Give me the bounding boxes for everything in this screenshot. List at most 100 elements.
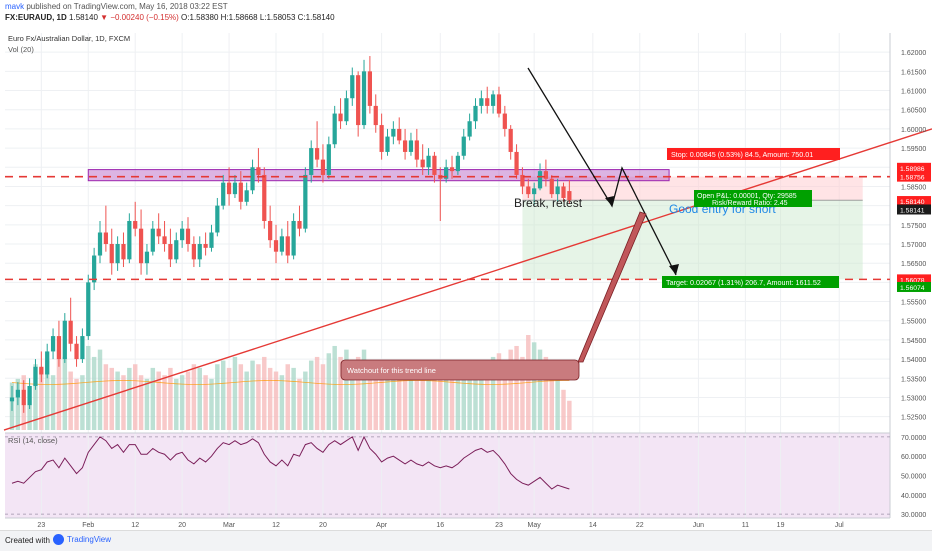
price-tick-label: 1.62000 — [901, 50, 926, 57]
footer: Created with TradingView — [0, 530, 932, 551]
candle-body — [408, 140, 414, 152]
time-tick-label: Jul — [835, 522, 844, 529]
price-tick-label: 1.61000 — [901, 89, 926, 96]
volume-bar — [438, 367, 443, 430]
arrow-drawings: Watchout for this trend line — [340, 67, 679, 381]
rsi-tick-label: 70.0000 — [901, 435, 926, 442]
candle-body — [109, 244, 114, 264]
stop-label-box — [667, 148, 840, 160]
volume-bar — [44, 360, 50, 430]
candle-body — [45, 351, 50, 375]
tradingview-logo-icon — [53, 534, 64, 545]
candle-body — [402, 140, 408, 152]
candle-body — [526, 186, 531, 195]
time-tick-label: Jun — [693, 522, 704, 529]
candle-body — [39, 366, 44, 375]
volume-bar — [39, 367, 44, 430]
time-tick-label: 19 — [777, 522, 785, 529]
candle-body — [215, 205, 220, 233]
price-chart[interactable]: Watchout for this trend line Break, retes… — [0, 30, 932, 530]
volume-bar — [355, 356, 361, 430]
candle-body — [426, 155, 431, 168]
candle-body — [567, 191, 572, 201]
open-pl-label-box — [694, 190, 812, 207]
watchout-callout-box — [340, 359, 580, 381]
candle-body — [432, 155, 437, 175]
candle-body — [555, 186, 560, 195]
rsi-indicator-label: RSI (14, close) — [8, 436, 58, 445]
target-label-box — [662, 276, 839, 288]
volume-bar — [320, 364, 326, 430]
volume-bar — [273, 371, 279, 430]
candle-body — [455, 155, 461, 172]
author-link[interactable]: mavk — [5, 2, 25, 11]
target-zone — [522, 200, 863, 280]
candles — [9, 56, 572, 413]
candle-body — [397, 128, 402, 141]
candle-body — [21, 389, 26, 406]
time-tick-label: 22 — [636, 522, 644, 529]
candle-body — [185, 228, 191, 245]
price-badge-text: 1.56078 — [900, 277, 925, 284]
candle-body — [502, 113, 507, 129]
candle-body — [350, 75, 355, 99]
candle-body — [144, 251, 150, 264]
candle-body — [197, 244, 202, 260]
volume-bar — [443, 360, 449, 430]
volume-bar — [555, 378, 560, 430]
candle-body — [361, 71, 367, 126]
volume-bar — [115, 371, 120, 430]
volume-bar — [220, 360, 226, 430]
volume-bar — [185, 371, 191, 430]
volume-bar — [455, 375, 461, 430]
time-tick-label: 16 — [436, 522, 444, 529]
price-tick-label: 1.54000 — [901, 357, 926, 364]
volume-bar — [350, 364, 355, 430]
candle-body — [385, 136, 390, 152]
candle-body — [367, 71, 372, 106]
candle-body — [490, 94, 496, 106]
candle-body — [68, 320, 73, 344]
volume-bar — [326, 353, 332, 430]
price-badge — [897, 171, 931, 182]
tradingview-brand[interactable]: TradingView — [53, 534, 111, 545]
volume-bar — [344, 349, 349, 430]
candle-body — [86, 282, 91, 337]
candle-body — [414, 140, 419, 160]
candle-body — [279, 236, 284, 252]
volume-bar — [391, 375, 396, 430]
candle-body — [15, 389, 20, 398]
volume-bar — [473, 360, 478, 430]
candle-body — [9, 397, 15, 402]
candle-body — [373, 105, 378, 126]
volume-bar — [262, 356, 267, 430]
volume-bar — [332, 345, 337, 430]
volume-bar — [191, 364, 197, 430]
price-tick-label: 1.53500 — [901, 376, 926, 383]
price-badge-text: 1.58141 — [900, 207, 925, 214]
volume-bar — [338, 356, 343, 430]
rsi-tick-label: 40.0000 — [901, 493, 926, 500]
volume-bar — [50, 375, 56, 430]
volume-bar — [80, 375, 85, 430]
ohlc-close: C:1.58140 — [297, 13, 335, 22]
candle-body — [256, 167, 261, 175]
volume-bar — [385, 371, 390, 430]
volume-bar — [250, 360, 255, 430]
volume-bar — [144, 378, 150, 430]
candle-body — [332, 113, 337, 145]
candle-body — [191, 244, 196, 260]
symbol-ohlc: FX:EURAUD, 1D 1.58140 ▼ −0.00240 (−0.15%… — [5, 13, 335, 22]
candle-body — [244, 190, 249, 202]
rsi-tick-label: 60.0000 — [901, 454, 926, 461]
candle-body — [320, 159, 326, 175]
projection-arrow-path — [527, 67, 677, 276]
time-tick-label: 20 — [319, 522, 327, 529]
volume-bar — [531, 342, 537, 430]
candle-body — [33, 366, 38, 386]
candle-body — [150, 228, 155, 252]
volume-bar — [291, 367, 296, 430]
price-badge — [897, 196, 931, 207]
volume-bar — [303, 371, 308, 430]
arrowhead-icon — [669, 264, 679, 275]
